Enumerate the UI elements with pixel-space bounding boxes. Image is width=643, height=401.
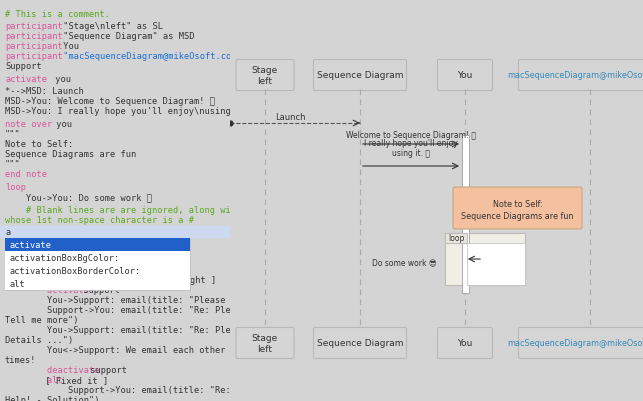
Text: """: """ [5,160,21,168]
Text: participant: participant [5,42,63,51]
Bar [0,227,230,237]
Text: You: You [457,71,473,80]
Text: Tell me more"): Tell me more") [5,315,78,324]
Text: end note: end note [5,170,47,178]
Text: I really hope you'll enjoy
using it. 👍: I really hope you'll enjoy using it. 👍 [364,138,458,158]
Text: loop: loop [448,234,464,243]
Text: Stage
left: Stage left [252,66,278,85]
FancyBboxPatch shape [437,328,493,358]
FancyBboxPatch shape [453,188,582,229]
Text: Welcome to Sequence Diagram! 👋: Welcome to Sequence Diagram! 👋 [346,131,476,140]
Bar [445,233,467,243]
Text: support: support [85,365,127,374]
FancyBboxPatch shape [236,60,294,91]
Text: activate: activate [5,285,89,294]
FancyBboxPatch shape [518,60,643,91]
Text: [ Fixed it ]: [ Fixed it ] [40,375,108,384]
Text: """: """ [5,130,21,139]
Bar [5,264,190,277]
Bar [230,0,643,7]
Text: Support->You: email(title: "Re: Please Help! -: Support->You: email(title: "Re: Please H… [5,305,289,314]
Text: Sequence Diagram: Sequence Diagram [317,71,403,80]
Text: macSequenceDiagram@mikeOsoft.co.uk: macSequenceDiagram@mikeOsoft.co.uk [507,339,643,348]
Text: you: you [50,75,71,84]
Text: Support->You: email(title: "Re: Please: Support->You: email(title: "Re: Please [5,385,267,394]
Text: alt: alt [5,375,63,384]
Text: Sequence Diagram: Sequence Diagram [317,339,403,348]
FancyBboxPatch shape [236,328,294,358]
Text: Support: Support [5,62,42,71]
Text: you: you [51,120,72,129]
FancyBboxPatch shape [314,60,406,91]
Text: # This is a comment.: # This is a comment. [5,10,110,19]
Text: Do some work 😎: Do some work 😎 [372,258,437,267]
Text: # Blank lines are are ignored, along with lines: # Blank lines are are ignored, along wit… [5,205,273,215]
Bar [0,0,230,7]
Text: "Sequence Diagram" as MSD: "Sequence Diagram" as MSD [58,32,194,41]
Text: activate: activate [5,75,47,84]
Text: You: You [457,339,473,348]
Text: times!: times! [5,355,37,364]
Text: support: support [78,285,120,294]
Text: deactivate: deactivate [5,365,100,374]
Text: else: else [5,275,47,284]
Text: activationBoxBgColor:: activationBoxBgColor: [9,253,119,262]
Text: participant: participant [5,32,63,41]
Text: note over: note over [5,120,52,129]
Text: Stage
left: Stage left [252,334,278,353]
Text: [ Something is not quite right ]: [ Something is not quite right ] [43,275,216,284]
Text: participant: participant [5,52,63,61]
FancyBboxPatch shape [437,60,493,91]
Text: You<->Support: We email each other a few more: You<->Support: We email each other a few… [5,345,284,354]
Text: Details ..."): Details ...") [5,335,73,344]
Text: whose 1st non-space character is a #: whose 1st non-space character is a # [5,215,194,225]
Text: "Stage\nleft" as SL: "Stage\nleft" as SL [58,22,163,31]
Text: *-->MSD: Launch: *-->MSD: Launch [5,87,84,96]
Text: macSequenceDiagram@mikeOsoft.co.uk: macSequenceDiagram@mikeOsoft.co.uk [507,71,643,80]
Text: Note to Self:: Note to Self: [5,140,73,149]
FancyBboxPatch shape [314,328,406,358]
Bar [5,277,190,290]
Bar [467,243,525,285]
Text: "macSequenceDiagram@mikeOsoft.co.uk" as: "macSequenceDiagram@mikeOsoft.co.uk" as [58,52,268,61]
Text: a: a [5,227,10,237]
Text: Note to Self:: Note to Self: [493,200,543,209]
Text: loop: loop [5,182,26,192]
Text: You->Support: email(title: "Please Help!"): You->Support: email(title: "Please Help!… [5,295,267,304]
Text: participant: participant [5,22,63,31]
Bar [462,136,469,293]
Text: You->You: Do some work 😎: You->You: Do some work 😎 [5,192,152,201]
Bar [445,233,525,285]
Text: Sequence Diagrams are fun: Sequence Diagrams are fun [461,211,574,221]
Text: Launch: Launch [275,113,305,122]
Text: Help! - Solution"): Help! - Solution") [5,395,100,401]
Text: activationBoxBorderColor:: activationBoxBorderColor: [9,266,140,275]
Text: You->Support: email(title: "Re: Please Help! -: You->Support: email(title: "Re: Please H… [5,325,289,334]
Bar [5,239,190,251]
Text: Sequence Diagrams are fun: Sequence Diagrams are fun [5,150,136,159]
Text: MSD->You: Welcome to Sequence Diagram! 👋: MSD->You: Welcome to Sequence Diagram! 👋 [5,97,215,106]
Text: activate: activate [9,241,51,249]
FancyBboxPatch shape [518,328,643,358]
Text: MSD->You: I really hope you'll enjoy\nusing it. 👍: MSD->You: I really hope you'll enjoy\nus… [5,107,262,116]
Bar [5,239,190,290]
Bar [5,251,190,264]
Text: alt: alt [9,279,24,288]
Text: You: You [58,42,79,51]
